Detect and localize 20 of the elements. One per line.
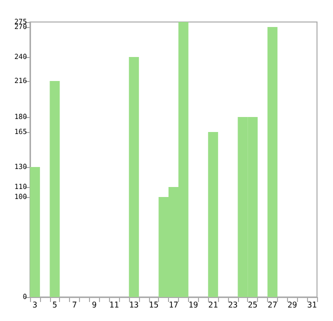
bar <box>30 167 40 297</box>
x-tick-label: 21 <box>208 300 218 310</box>
bar <box>267 27 278 297</box>
x-tick-label: 11 <box>109 300 120 310</box>
x-tick-label: 31 <box>307 300 318 310</box>
x-tick-label: 17 <box>168 300 178 310</box>
x-tick-label: 27 <box>268 300 278 310</box>
bar <box>208 132 218 297</box>
x-tick-label: 25 <box>248 300 258 310</box>
x-tick-label: 7 <box>72 300 78 310</box>
x-tick-label: 23 <box>228 300 238 310</box>
bar <box>128 57 139 297</box>
x-tick-label: 19 <box>188 300 198 310</box>
x-tick-label: 29 <box>287 300 298 310</box>
bar <box>50 81 60 297</box>
x-tick-label: 15 <box>148 300 159 310</box>
x-tick-label: 5 <box>52 300 58 310</box>
x-tick-label: 9 <box>92 300 97 310</box>
x-tick-label: 13 <box>129 300 139 310</box>
x-tick-label: 3 <box>32 300 38 310</box>
